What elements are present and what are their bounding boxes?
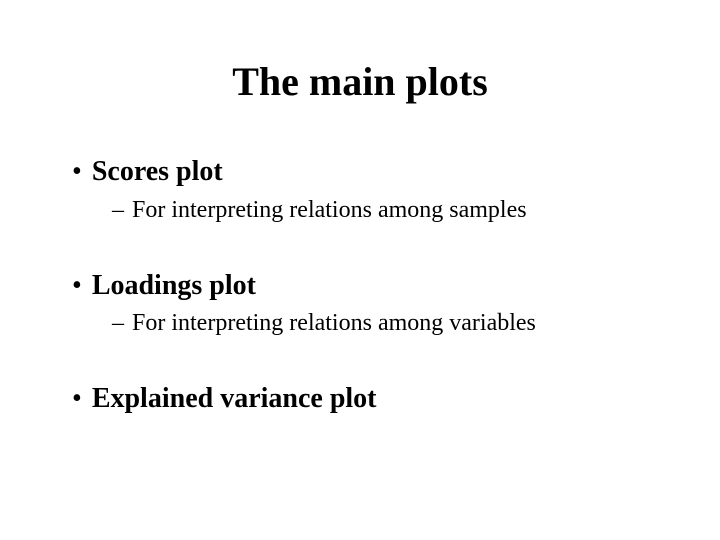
- dash-marker-icon: –: [112, 195, 124, 225]
- bullet-group-1: • Scores plot – For interpreting relatio…: [50, 155, 670, 225]
- bullet-label: Loadings plot: [92, 269, 256, 303]
- bullet-label: Scores plot: [92, 155, 223, 189]
- slide-title: The main plots: [50, 58, 670, 105]
- sub-bullet-label: For interpreting relations among samples: [132, 195, 527, 225]
- sub-bullet-scores-plot: – For interpreting relations among sampl…: [112, 195, 670, 225]
- bullet-explained-variance-plot: • Explained variance plot: [72, 382, 670, 416]
- bullet-group-2: • Loadings plot – For interpreting relat…: [50, 269, 670, 339]
- sub-bullet-loadings-plot: – For interpreting relations among varia…: [112, 308, 670, 338]
- sub-bullet-label: For interpreting relations among variabl…: [132, 308, 536, 338]
- bullet-scores-plot: • Scores plot: [72, 155, 670, 189]
- bullet-marker-icon: •: [72, 382, 82, 416]
- bullet-marker-icon: •: [72, 155, 82, 189]
- dash-marker-icon: –: [112, 308, 124, 338]
- bullet-marker-icon: •: [72, 269, 82, 303]
- bullet-group-3: • Explained variance plot: [50, 382, 670, 416]
- slide: The main plots • Scores plot – For inter…: [0, 0, 720, 540]
- bullet-loadings-plot: • Loadings plot: [72, 269, 670, 303]
- bullet-label: Explained variance plot: [92, 382, 377, 416]
